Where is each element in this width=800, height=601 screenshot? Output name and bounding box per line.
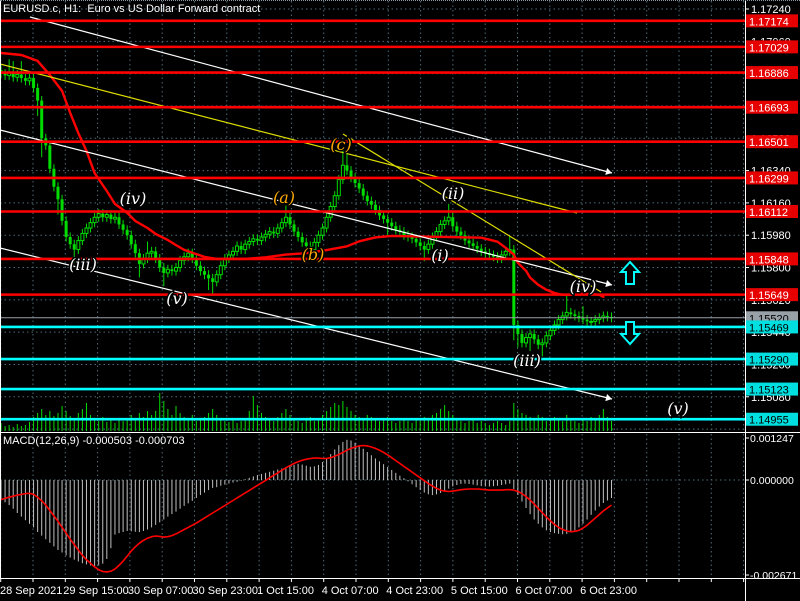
signal-arrows[interactable] <box>618 260 642 346</box>
time-scale[interactable]: 28 Sep 2021 29 Sep 15:00 30 Sep 07:00 30 Se… <box>0 579 745 597</box>
yellow-trend-line[interactable] <box>0 63 578 214</box>
elliott-wave-label[interactable]: (c) <box>329 134 353 156</box>
svg-text:1.16501: 1.16501 <box>749 137 789 149</box>
time-axis-label: 30 Sep 23:00 <box>193 585 258 597</box>
svg-text:1.16693: 1.16693 <box>749 103 789 115</box>
resistance-price-badge <box>746 40 798 54</box>
svg-text:1.15649: 1.15649 <box>749 290 789 302</box>
elliott-wave-label[interactable]: (v) <box>165 288 190 310</box>
price-axis-label: 1.17240 <box>751 4 791 16</box>
svg-text:1.15290: 1.15290 <box>749 355 789 367</box>
svg-text:1.17174: 1.17174 <box>749 16 789 28</box>
time-axis-label: 28 Sep 2021 <box>0 585 62 597</box>
white-trend-channel-line[interactable] <box>29 16 613 174</box>
time-axis-label: 4 Oct 07:00 <box>322 585 379 597</box>
svg-text:1.16112: 1.16112 <box>749 207 788 219</box>
resistance-price-badge <box>746 171 798 185</box>
svg-text:1.17029: 1.17029 <box>749 42 789 54</box>
up-arrow-icon[interactable] <box>618 260 642 285</box>
elliott-wave-label[interactable]: (a) <box>271 187 296 209</box>
resistance-price-badge <box>746 66 798 80</box>
time-axis-label: 29 Sep 15:00 <box>63 585 128 597</box>
time-axis-label: 4 Oct 23:00 <box>386 585 443 597</box>
time-axis-label: 6 Oct 23:00 <box>580 585 637 597</box>
svg-text:1.15848: 1.15848 <box>749 254 789 266</box>
support-price-badge <box>746 320 798 334</box>
grid <box>0 1 745 578</box>
support-price-badge <box>746 412 798 426</box>
price-scale[interactable]: 1.172401.170601.165201.163401.161601.159… <box>745 4 798 582</box>
svg-text:1.15123: 1.15123 <box>749 385 789 397</box>
macd-axis-label: -0.002671 <box>750 570 797 582</box>
support-price-badge <box>746 382 798 396</box>
ma-line[interactable] <box>0 51 605 298</box>
macd-axis-label: 0.000000 <box>750 475 794 487</box>
elliott-wave-label[interactable]: (ii) <box>440 183 466 205</box>
down-arrow-icon[interactable] <box>618 321 642 346</box>
chart-title: EURUSD.c, H1: Euro vs US Dollar Forward … <box>3 3 261 15</box>
wave-labels[interactable]: (iii) (iv) (v) (a) (b) (c) (i) (ii) (iii) (iv) (v) <box>68 134 691 420</box>
elliott-wave-label[interactable]: (iv) <box>568 276 598 298</box>
white-trend-channel-line[interactable] <box>0 247 613 400</box>
time-axis-label: 5 Oct 15:00 <box>451 585 508 597</box>
resistance-price-badge <box>746 288 798 302</box>
macd-signal-line <box>0 444 612 573</box>
resistance-price-badge <box>746 14 798 28</box>
horizontal-levels[interactable] <box>0 19 745 421</box>
macd-axis-label: 0.001247 <box>750 433 794 445</box>
elliott-wave-label[interactable]: (i) <box>430 245 451 267</box>
resistance-price-badge <box>746 135 798 149</box>
macd-histogram <box>0 439 612 567</box>
elliott-wave-label[interactable]: (iii) <box>512 350 543 372</box>
svg-text:1.16886: 1.16886 <box>749 68 789 80</box>
resistance-price-badge <box>746 252 798 266</box>
elliott-wave-label[interactable]: (iv) <box>118 188 148 210</box>
time-axis-label: 6 Oct 07:00 <box>516 585 573 597</box>
elliott-wave-label[interactable]: (v) <box>666 398 691 420</box>
resistance-price-badge <box>746 205 798 219</box>
elliott-wave-label[interactable]: (iii) <box>68 254 99 276</box>
support-price-badge <box>746 352 798 366</box>
svg-text:1.15469: 1.15469 <box>749 322 789 334</box>
volume-bars <box>0 393 612 431</box>
elliott-wave-label[interactable]: (b) <box>300 244 326 266</box>
macd-indicator-label: MACD(12,26,9) -0.000503 -0.000703 <box>3 435 185 447</box>
resistance-price-badge <box>746 100 798 114</box>
time-axis-label: 1 Oct 15:00 <box>257 585 314 597</box>
price-axis-label: 1.15980 <box>751 230 791 242</box>
time-axis-label: 30 Sep 07:00 <box>128 585 193 597</box>
yellow-trend-line[interactable] <box>342 133 602 293</box>
svg-text:1.14955: 1.14955 <box>749 415 789 427</box>
price-axis-label: 1.15800 <box>751 263 791 275</box>
svg-text:1.16299: 1.16299 <box>749 173 789 185</box>
trendlines[interactable] <box>0 16 613 402</box>
